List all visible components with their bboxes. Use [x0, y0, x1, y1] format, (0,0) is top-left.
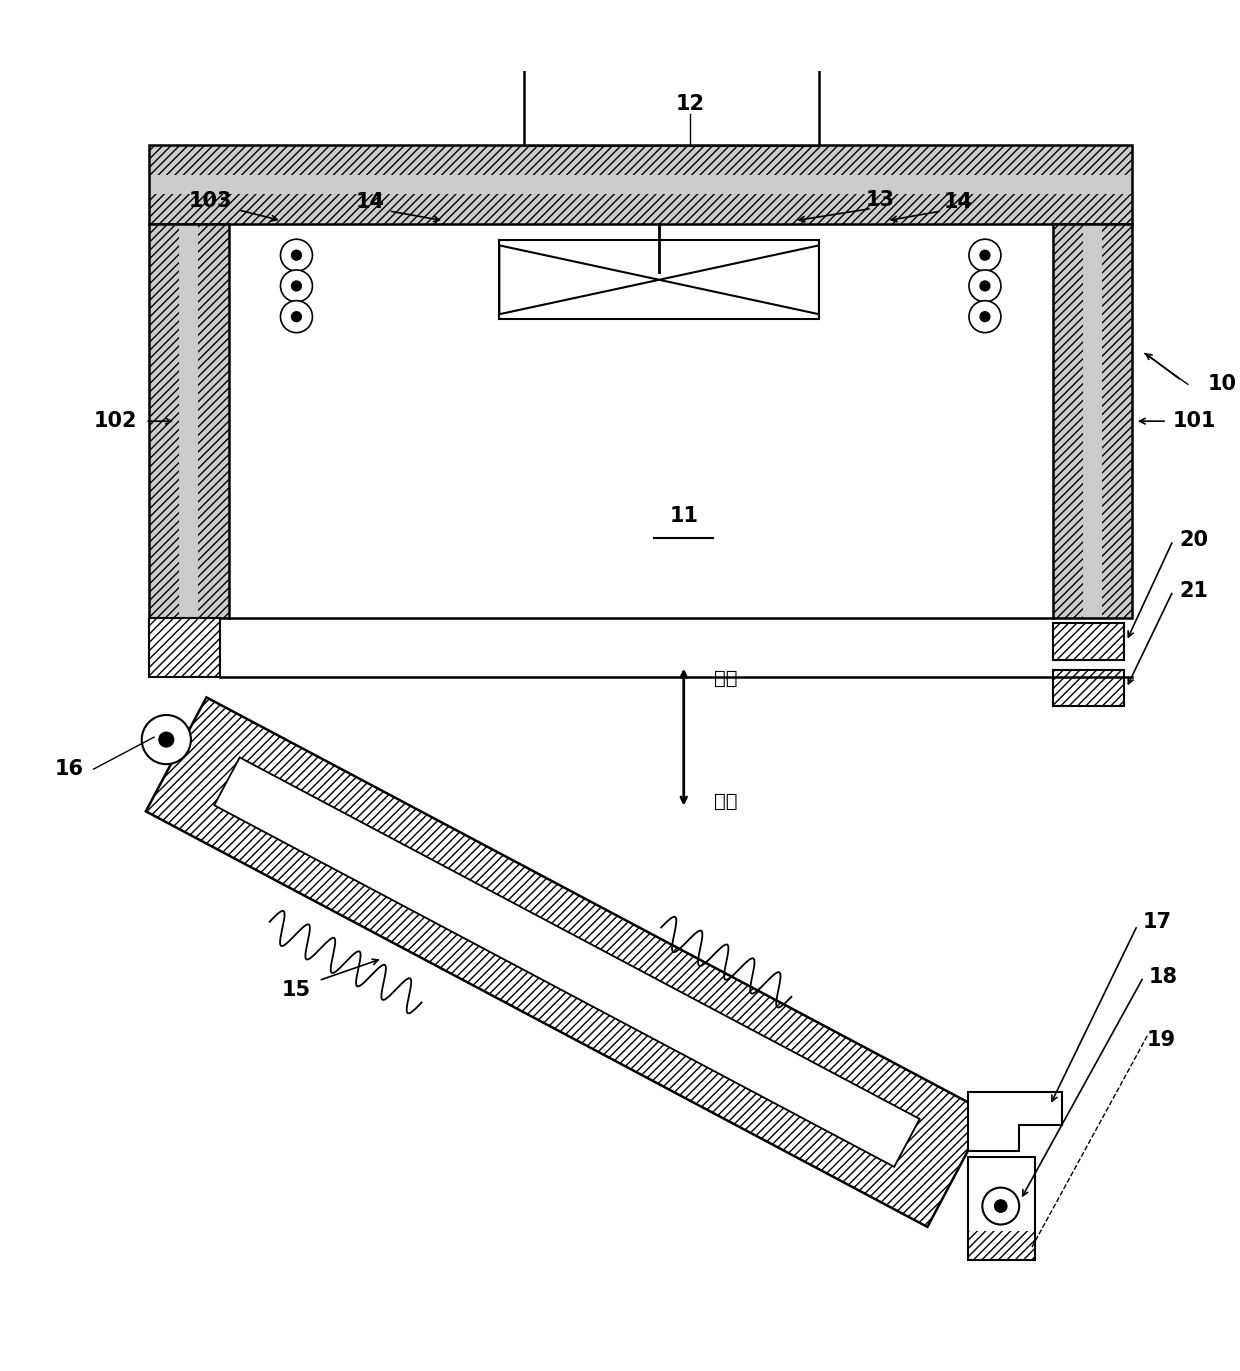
Bar	[1053, 669, 1123, 706]
Polygon shape	[500, 245, 660, 314]
Text: 10: 10	[1208, 374, 1236, 395]
Bar	[1102, 225, 1132, 618]
Circle shape	[280, 300, 312, 333]
Circle shape	[968, 270, 1001, 302]
Text: 103: 103	[188, 191, 232, 211]
Circle shape	[968, 300, 1001, 333]
Bar	[1053, 622, 1123, 659]
Text: 11: 11	[670, 506, 698, 526]
Bar	[149, 195, 1132, 225]
Bar	[149, 225, 180, 618]
Text: 16: 16	[55, 760, 83, 779]
Bar	[967, 1157, 1035, 1260]
Bar	[1053, 225, 1083, 618]
Polygon shape	[215, 757, 920, 1167]
Circle shape	[291, 251, 301, 260]
Polygon shape	[146, 698, 988, 1227]
Circle shape	[291, 281, 301, 291]
Text: 19: 19	[1146, 1030, 1176, 1050]
Circle shape	[980, 281, 990, 291]
Circle shape	[994, 1200, 1007, 1212]
Circle shape	[980, 251, 990, 260]
Circle shape	[280, 239, 312, 271]
Text: 14: 14	[944, 192, 972, 213]
Text: 15: 15	[281, 980, 311, 1001]
Bar	[1053, 225, 1132, 618]
Bar	[149, 144, 1132, 175]
Bar	[525, 3, 818, 144]
Bar	[500, 240, 818, 319]
Polygon shape	[660, 245, 818, 314]
Text: 闭锁: 闭锁	[714, 669, 738, 688]
Bar	[1053, 622, 1123, 659]
Text: 18: 18	[1148, 967, 1178, 987]
Text: 17: 17	[1142, 912, 1172, 931]
Bar	[149, 618, 221, 677]
Circle shape	[159, 732, 174, 747]
Text: 12: 12	[676, 95, 704, 114]
Circle shape	[982, 1187, 1019, 1224]
Circle shape	[980, 311, 990, 322]
Polygon shape	[967, 1093, 1063, 1150]
Text: 14: 14	[356, 192, 384, 213]
Text: 20: 20	[1179, 531, 1209, 550]
Circle shape	[141, 716, 191, 764]
Bar	[149, 144, 1132, 225]
Bar	[149, 225, 229, 618]
Circle shape	[291, 311, 301, 322]
Circle shape	[968, 239, 1001, 271]
Bar	[1053, 669, 1123, 706]
Bar	[967, 1231, 1035, 1260]
Circle shape	[280, 270, 312, 302]
Text: 101: 101	[1172, 411, 1215, 430]
Text: 21: 21	[1179, 581, 1209, 600]
Bar	[198, 225, 229, 618]
Text: 13: 13	[866, 189, 895, 210]
Bar	[149, 618, 221, 677]
Text: 102: 102	[94, 411, 138, 430]
Text: 打开: 打开	[714, 791, 738, 810]
